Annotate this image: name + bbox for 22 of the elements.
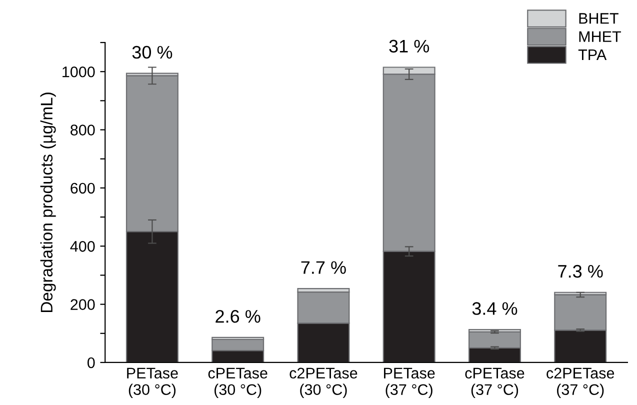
x-tick-label: cPETase (30 °C) [208,368,268,398]
x-tick-label: PETase (30 °C) [127,368,178,398]
y-tick-label: 400 [70,240,95,252]
y-tick-label: 200 [70,299,95,310]
annotation: 30 % [132,46,172,59]
x-tick-label: PETase (37 °C) [384,368,435,398]
annotation: 7.7 % [301,261,346,274]
y-tick-label: 600 [70,182,95,194]
legend-label: BHET [579,13,618,24]
y-tick-label: 0 [87,357,95,368]
annotation: 3.4 % [472,302,518,315]
legend-label: MHET [579,31,621,42]
y-axis-title: Degradation products (µg/mL) [40,92,56,312]
y-tick-label: 1000 [62,66,95,78]
legend-label: TPA [578,50,607,60]
x-tick-label: c2PETase (30 °C) [290,368,358,398]
annotation: 7.3 % [558,264,603,278]
annotation: 31 % [389,40,430,53]
x-tick-label: c2PETase (37 °C) [546,368,614,398]
y-tick-label: 800 [70,124,95,136]
x-tick-label: cPETase (37 °C) [465,368,524,398]
annotation: 2.6 % [216,310,260,323]
